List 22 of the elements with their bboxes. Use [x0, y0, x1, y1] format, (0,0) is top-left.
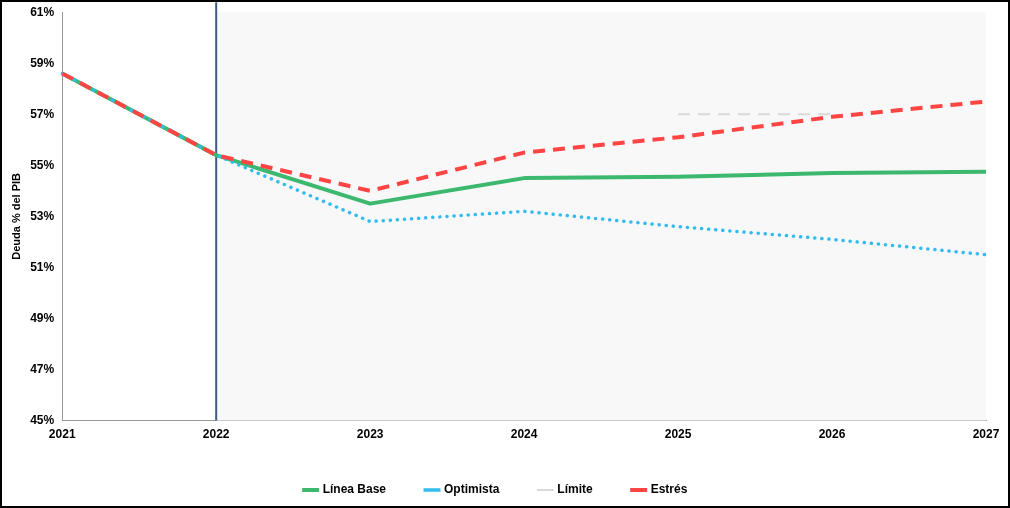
legend-label: Línea Base — [322, 482, 387, 497]
x-tick-label: 2027 — [972, 427, 1000, 442]
y-tick-label: 57% — [30, 106, 55, 121]
x-tick-label: 2023 — [356, 427, 384, 442]
legend-label: Límite — [557, 482, 593, 497]
y-tick-label: 59% — [30, 55, 55, 70]
x-tick-label: 2022 — [202, 427, 230, 442]
x-tick-label: 2025 — [664, 427, 692, 442]
y-tick-label: 45% — [30, 412, 55, 427]
line-series — [60, 71, 988, 257]
y-tick-label: 61% — [30, 4, 55, 19]
x-tick-label: 2026 — [818, 427, 846, 442]
y-tick-label: 53% — [30, 208, 55, 223]
y-tick-label: 47% — [30, 361, 55, 376]
legend-label: Optimista — [444, 482, 500, 497]
y-tick-label: 55% — [30, 157, 55, 172]
legend-label: Estrés — [650, 482, 688, 497]
y-tick-label: 51% — [30, 259, 55, 274]
x-tick-label: 2021 — [48, 427, 76, 442]
y-axis-title: Deuda % del PIB — [9, 172, 22, 260]
x-tick-label: 2024 — [510, 427, 538, 442]
y-tick-label: 49% — [30, 310, 55, 325]
